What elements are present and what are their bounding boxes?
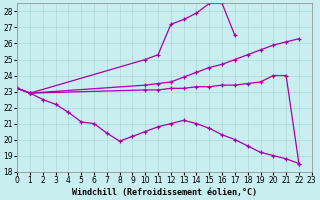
X-axis label: Windchill (Refroidissement éolien,°C): Windchill (Refroidissement éolien,°C) xyxy=(72,188,257,197)
